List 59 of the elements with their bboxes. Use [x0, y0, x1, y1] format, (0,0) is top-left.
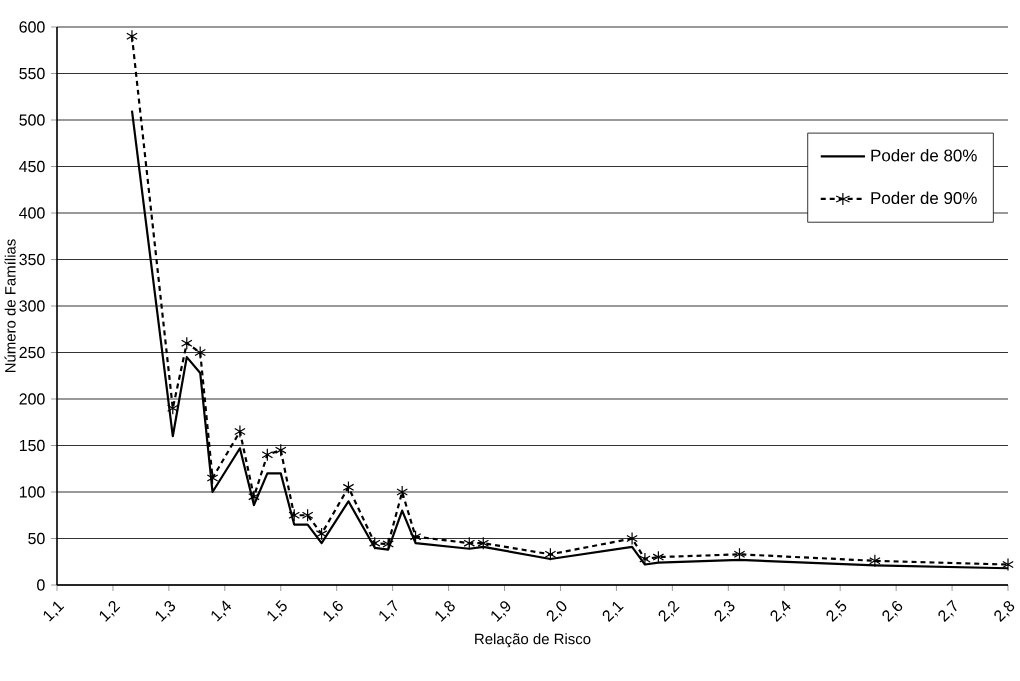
point	[477, 536, 490, 550]
x-tick-label: 2,5	[826, 600, 847, 623]
x-tick-label: 1,4	[211, 600, 232, 622]
point	[869, 554, 881, 568]
point	[206, 471, 219, 485]
y-tick-label: 100	[19, 486, 45, 498]
x-tick-label: 2,2	[658, 600, 680, 623]
x-axis-title: Relação de Risco	[475, 633, 591, 648]
point	[194, 345, 206, 360]
point	[368, 536, 381, 550]
point	[126, 29, 138, 43]
point	[288, 508, 300, 522]
point	[626, 531, 638, 546]
x-tick-label: 1,7	[379, 599, 398, 622]
y-tick-label: 50	[28, 532, 45, 545]
point	[382, 537, 394, 551]
x-tick-label: 2,8	[994, 600, 1015, 623]
point	[301, 508, 314, 522]
point	[396, 485, 408, 499]
x-tick-label: 1,9	[491, 601, 511, 622]
point	[234, 424, 246, 439]
y-tick-label: 0	[37, 579, 45, 591]
y-tick-label: 150	[19, 439, 45, 452]
x-tick-label: 1,2	[99, 600, 121, 622]
x-tick-label: 1,6	[323, 600, 343, 622]
y-tick-label: 200	[19, 393, 45, 405]
legend-label: Poder de 90%	[871, 191, 977, 205]
y-tick-label: 350	[19, 253, 45, 266]
y-tick-label: 600	[19, 21, 45, 33]
x-tick-label: 2,7	[938, 599, 957, 623]
y-tick-label: 450	[19, 160, 45, 173]
x-tick-label: 2,3	[714, 600, 735, 623]
y-tick-label: 300	[19, 300, 45, 312]
point	[639, 552, 651, 566]
y-tick-label: 400	[19, 207, 45, 219]
point	[733, 547, 746, 561]
y-axis-title: Número de Famílias	[4, 239, 16, 373]
x-tick-label: 1,1	[43, 601, 65, 622]
x-tick-label: 2,0	[546, 601, 567, 623]
x-tick-label: 1,3	[155, 600, 176, 622]
x-tick-label: 1,8	[435, 600, 455, 622]
y-tick-label: 550	[19, 67, 45, 80]
point	[342, 480, 355, 494]
x-tick-label: 1,5	[267, 599, 287, 622]
point	[544, 547, 557, 561]
point	[652, 550, 665, 564]
point	[315, 527, 328, 541]
point	[181, 336, 193, 350]
point	[463, 536, 476, 550]
x-tick-label: 2,4	[770, 600, 791, 623]
x-tick-label: 2,6	[882, 600, 903, 623]
legend-label: Poder de 80%	[871, 149, 977, 162]
point	[409, 530, 422, 544]
point	[261, 448, 274, 462]
y-tick-label: 500	[19, 114, 45, 126]
point	[274, 443, 287, 457]
point	[248, 490, 260, 504]
x-tick-label: 2,1	[602, 601, 624, 623]
y-tick-label: 250	[19, 346, 45, 359]
